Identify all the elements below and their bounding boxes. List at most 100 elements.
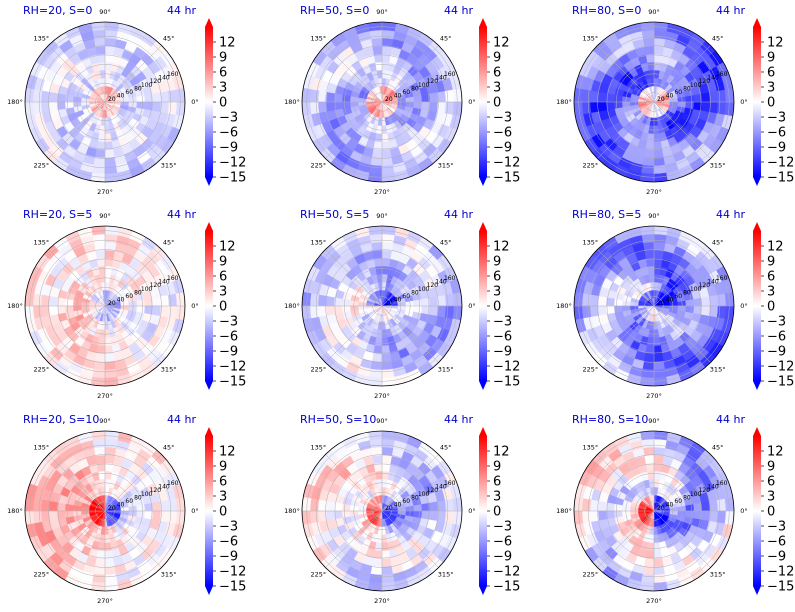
colorbar-extend-min [753, 586, 761, 595]
radial-tick-label: 60 [402, 89, 410, 96]
contour-cell [32, 89, 43, 103]
radial-tick-label: 160 [444, 275, 456, 282]
contour-cell [581, 305, 592, 319]
angle-tick-label: 45° [163, 238, 175, 246]
radial-tick-label: 20 [108, 505, 116, 512]
angle-tick-label: 315° [710, 162, 726, 170]
colorbar-tick-label: 0 [767, 96, 775, 111]
contour-cell [309, 89, 320, 103]
colorbar-tick-label: 3 [767, 285, 775, 300]
contour-cell [381, 353, 392, 363]
angle-tick-label: 135° [583, 34, 599, 42]
radial-tick-label: 80 [411, 289, 419, 296]
contour-cell [429, 501, 439, 512]
colorbar-tick-label: 0 [493, 300, 501, 315]
angle-tick-label: 270° [374, 188, 390, 196]
radial-tick-label: 40 [666, 297, 674, 304]
radial-tick-label: 60 [125, 293, 133, 300]
polar-axis-outline [301, 225, 463, 387]
contour-cell [641, 164, 655, 175]
contour-cell [653, 470, 662, 480]
angular-grid-line [325, 510, 383, 568]
contour-cell [309, 510, 320, 524]
contour-cell [309, 498, 320, 512]
colorbar-tick-label: 3 [493, 490, 501, 505]
colorbar-tick-label: −15 [219, 171, 246, 186]
colorbar-tick-label: −9 [219, 550, 238, 565]
colorbar-tick-label: −6 [493, 330, 512, 345]
contour-cell [369, 438, 383, 449]
angle-tick-label: 45° [712, 34, 724, 42]
angular-grid-line [325, 101, 383, 159]
angle-tick-label: 90° [376, 8, 388, 16]
contour-cell [104, 454, 115, 464]
contour-cell [653, 265, 662, 275]
polar-panel: 204060801001201401600°45°90°135°180°225°… [7, 413, 246, 605]
contour-cell [167, 498, 178, 512]
colorbar-tick-label: 0 [767, 505, 775, 520]
angular-grid-line [653, 249, 711, 307]
angular-grid-line [48, 305, 106, 363]
angle-tick-label: 270° [646, 392, 662, 400]
angle-tick-label: 225° [34, 366, 50, 374]
radial-tick-label: 100 [141, 82, 153, 89]
radial-tick-label: 140 [435, 75, 447, 82]
polar-axis-outline [573, 430, 735, 592]
colorbar-tick-label: 6 [767, 475, 775, 490]
contour-cell [381, 573, 395, 584]
angle-tick-label: 225° [34, 571, 50, 579]
angle-tick-label: 90° [648, 212, 660, 220]
radial-tick-label: 20 [108, 300, 116, 307]
angle-tick-label: 270° [374, 392, 390, 400]
contour-cell [444, 89, 455, 103]
contour-cell [646, 133, 655, 143]
contour-cell [92, 29, 106, 40]
radial-tick-label: 20 [657, 505, 665, 512]
colorbar-tick-label: 3 [767, 81, 775, 96]
radial-tick-label: 140 [707, 279, 719, 286]
contour-cell [613, 503, 623, 512]
contour-cell [381, 164, 395, 175]
panel-time-label: 44 hr [444, 208, 473, 221]
contour-cell [97, 133, 106, 143]
contour-cell [325, 305, 335, 316]
contour-cell [372, 454, 383, 464]
angular-grid-line [597, 45, 655, 103]
angle-tick-label: 90° [99, 8, 111, 16]
colorbar-tick-label: −15 [493, 580, 520, 595]
colorbar-tick-label: −3 [493, 315, 512, 330]
panel-time-label: 44 hr [444, 4, 473, 17]
contour-cell [92, 368, 106, 379]
colorbar-extend-max [753, 18, 761, 27]
contour-cell [429, 510, 439, 521]
contour-cell [685, 101, 695, 110]
angle-tick-label: 135° [311, 238, 327, 246]
contour-cell [32, 293, 43, 307]
radial-tick-label: 80 [683, 494, 691, 501]
contour-cell [653, 353, 664, 363]
colorbar-extend-min [479, 586, 487, 595]
angle-tick-label: 135° [311, 34, 327, 42]
polar-axis-outline [24, 430, 186, 592]
contour-cell [95, 45, 106, 55]
angular-grid-line [325, 305, 383, 363]
colorbar-tick-label: 9 [767, 460, 775, 475]
colorbar-tick-label: −9 [767, 141, 786, 156]
radial-tick-label: 100 [690, 286, 702, 293]
contour-cell [325, 92, 335, 103]
radial-tick-label: 160 [167, 71, 179, 78]
contour-cell [309, 293, 320, 307]
angle-tick-label: 90° [376, 417, 388, 425]
contour-cell [325, 296, 335, 307]
colorbar-extend-max [753, 427, 761, 436]
radial-tick-label: 60 [674, 293, 682, 300]
contour-cell [444, 293, 455, 307]
contour-cell [104, 573, 118, 584]
contour-cell [716, 498, 727, 512]
radial-tick-label: 40 [666, 502, 674, 509]
angular-grid-line [48, 510, 106, 568]
contour-cell [325, 501, 335, 512]
colorbar-tick-label: −3 [493, 520, 512, 535]
contour-cell [653, 558, 664, 568]
